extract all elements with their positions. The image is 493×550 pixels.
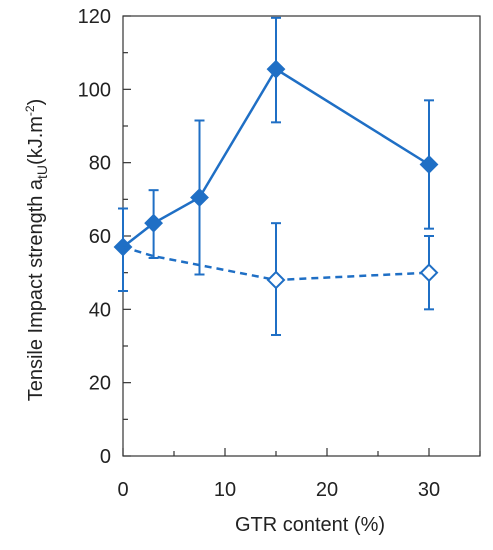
y-axis-title-close: ) (25, 99, 47, 106)
y-axis-title-sub: tU (34, 165, 50, 179)
marker-open-diamond (266, 270, 286, 290)
series-1 (113, 16, 439, 292)
x-tick-label: 20 (316, 479, 338, 501)
marker-filled-diamond (419, 155, 439, 174)
axes: 0 20 40 60 80 100 120 0 10 20 30 (78, 6, 481, 501)
y-axis-title: Tensile Impact strength atU(kJ.m-2) (23, 99, 50, 402)
y-tick-label: 100 (78, 79, 111, 101)
x-tick-label: 10 (214, 479, 236, 501)
x-tick-label: 30 (418, 479, 440, 501)
marker-filled-diamond (144, 213, 164, 233)
series-layer (113, 16, 439, 336)
y-axis-title-sup: -2 (23, 105, 37, 116)
y-tick-label: 120 (78, 6, 111, 28)
y-tick-label: 40 (89, 299, 111, 321)
marker-filled-diamond (266, 59, 286, 79)
x-tick-label: 0 (117, 479, 128, 501)
marker-filled-diamond (190, 188, 209, 207)
marker-open-diamond (419, 263, 439, 283)
y-tick-label: 60 (89, 226, 111, 248)
y-tick-label: 20 (89, 373, 111, 395)
series-2 (122, 222, 439, 336)
y-tick-label: 0 (100, 446, 111, 468)
y-axis-title-unit: (kJ.m (25, 116, 47, 165)
x-axis-title: GTR content (%) (235, 514, 385, 536)
series-line (122, 245, 430, 282)
y-tick-label: 80 (89, 153, 111, 175)
y-axis-title-main: Tensile Impact strength a (25, 178, 47, 401)
